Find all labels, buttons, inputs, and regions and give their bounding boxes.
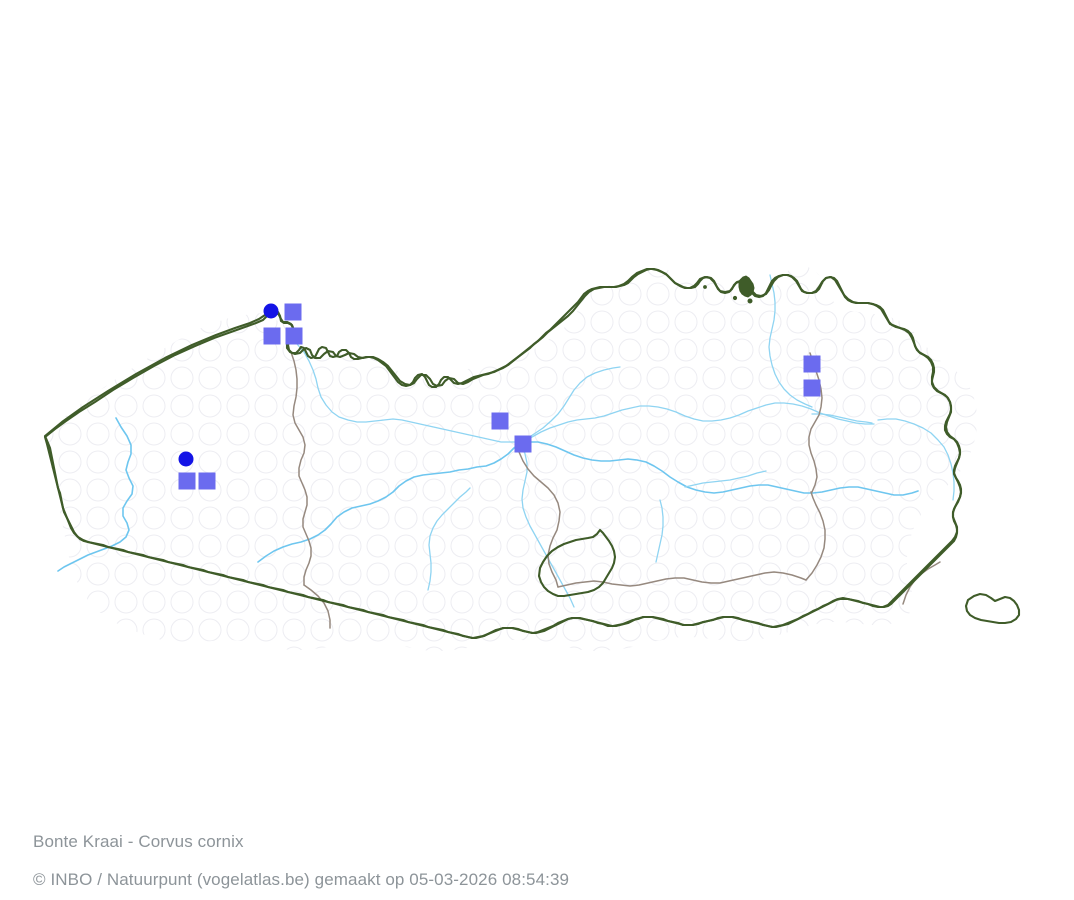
saeftinghe-islet-1 [732, 295, 738, 301]
saeftinghe-patch [738, 275, 755, 298]
pb-limburg-south-v [805, 491, 826, 581]
river-kempen-v [288, 336, 520, 443]
river-nete-v [684, 470, 767, 488]
observation-marker-square[interactable] [803, 355, 821, 373]
saeftinghe-islet-2 [747, 298, 753, 304]
saeftinghe-islet-3 [703, 285, 707, 289]
brussels-enclave [537, 528, 617, 598]
observation-marker-square[interactable] [198, 472, 216, 490]
observation-marker-square[interactable] [285, 327, 303, 345]
caption-block: Bonte Kraai - Corvus cornix © INBO / Nat… [0, 820, 1074, 900]
flanders-detail-layer [43, 266, 1021, 651]
observation-markers-layer[interactable] [178, 303, 821, 490]
river-limburg-small [811, 413, 873, 424]
river-dender-v [427, 487, 471, 591]
observation-marker-square[interactable] [284, 303, 302, 321]
river-leie-v [257, 442, 521, 563]
river-scheldt-upper [768, 274, 813, 408]
map-canvas[interactable] [0, 0, 1074, 820]
credit-caption: © INBO / Natuurpunt (vogelatlas.be) gema… [33, 870, 570, 889]
observation-marker-circle[interactable] [178, 451, 194, 467]
pb-hageland-v [557, 571, 807, 588]
voeren-exclave [964, 592, 1021, 625]
observation-marker-circle[interactable] [263, 303, 279, 319]
observation-marker-square[interactable] [803, 379, 821, 397]
pb-vlaams-brabant-v [518, 451, 561, 588]
observation-marker-square[interactable] [491, 412, 509, 430]
species-caption: Bonte Kraai - Corvus cornix [33, 832, 244, 851]
observation-marker-square[interactable] [263, 327, 281, 345]
pb-southwest-v [303, 584, 331, 629]
river-zenne-v [655, 499, 664, 563]
river-demer-v [522, 402, 875, 444]
rivers-visible [57, 274, 955, 608]
flanders-boundary-traced [43, 267, 963, 640]
river-zeeschelde-v [524, 366, 621, 441]
observation-marker-square[interactable] [178, 472, 196, 490]
pb-antwerp-limburg-v [808, 352, 823, 493]
river-dijle-v [521, 444, 575, 608]
observation-marker-square[interactable] [514, 435, 532, 453]
pb-west-east-flanders-v [290, 351, 312, 586]
river-maas-v [877, 418, 955, 501]
river-ijzer-v [57, 417, 134, 572]
river-schelde-v [519, 441, 919, 496]
